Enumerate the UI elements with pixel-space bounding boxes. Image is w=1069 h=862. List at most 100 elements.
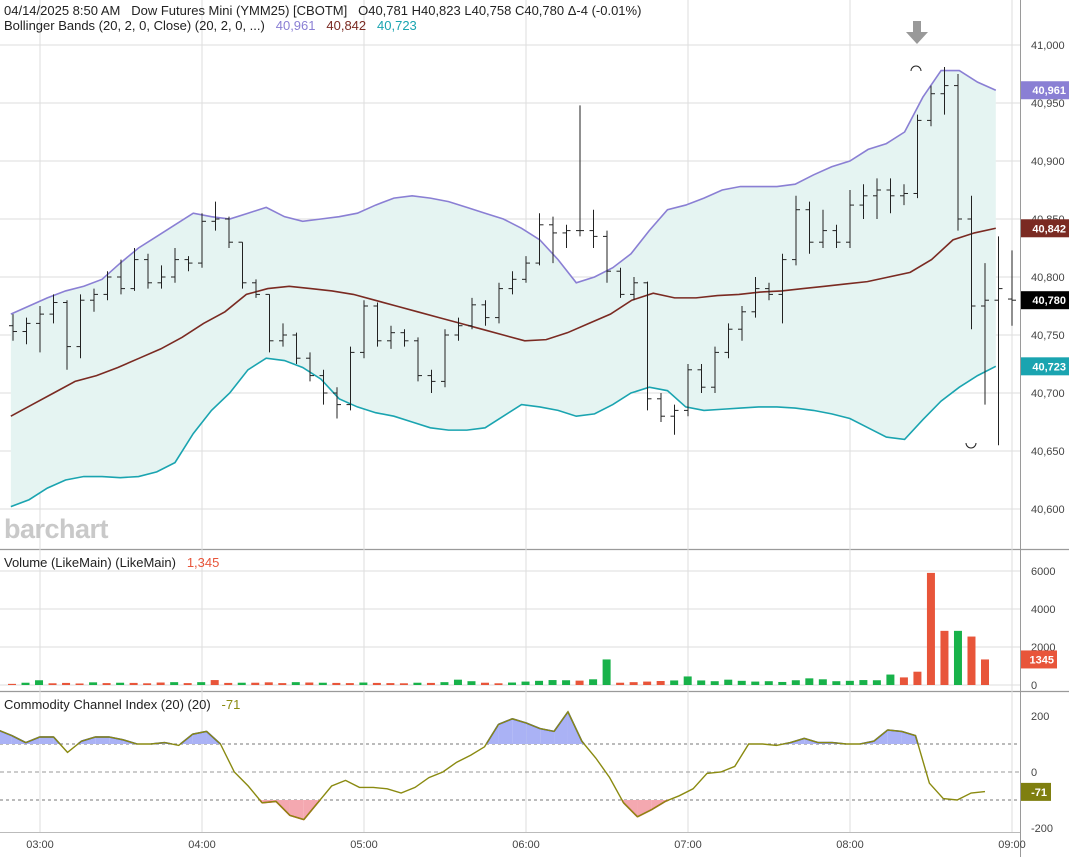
volume-bar	[616, 682, 625, 685]
ohlc-bar	[49, 294, 58, 324]
price-badge-lower-label: 40,723	[1032, 361, 1066, 373]
price-tick-label: 41,000	[1031, 40, 1065, 52]
cci-overbought-fill	[887, 730, 902, 744]
cci-overbought-fill	[554, 711, 568, 744]
volume-bar	[21, 682, 30, 685]
ohlc-bar	[144, 253, 152, 289]
volume-bar	[953, 630, 962, 685]
ohlc-bar	[306, 352, 314, 382]
cci-value: -71	[221, 697, 241, 712]
price-tick-label: 40,950	[1031, 98, 1065, 110]
cci-label[interactable]: Commodity Channel Index (20) (20)	[4, 697, 211, 712]
price-badge-upper	[1021, 81, 1069, 100]
ohlc-bar	[670, 404, 679, 435]
volume-bar	[845, 680, 854, 685]
session-low-marker	[965, 442, 977, 449]
volume-bar	[521, 681, 530, 685]
volume-label[interactable]: Volume (LikeMain) (LikeMain)	[4, 555, 176, 570]
volume-bar	[143, 683, 152, 685]
ohlc-bar	[252, 279, 260, 298]
bollinger-label[interactable]: Bollinger Bands (20, 2, 0, Close) (20, 2…	[4, 18, 265, 33]
cci-line	[0, 710, 986, 821]
ohlc-bar	[171, 248, 179, 283]
price-badge-last	[1021, 291, 1069, 310]
ohlc-bar	[211, 201, 220, 231]
ohlc-bar	[238, 241, 247, 289]
bollinger-lower-value: 40,723	[377, 18, 417, 33]
ohlc-bar	[360, 300, 368, 359]
ohlc-bar	[697, 364, 706, 393]
ohlc-bar	[225, 216, 233, 248]
ohlc-bar	[994, 236, 1003, 446]
volume-bar	[778, 681, 787, 685]
ohlc-bar	[765, 282, 773, 301]
volume-bar	[413, 682, 422, 685]
ohlc-bar	[940, 67, 949, 115]
ohlc-bar	[562, 224, 571, 248]
ohlc-bar	[441, 329, 449, 388]
x-tick-label: 07:00	[674, 839, 702, 851]
volume-bar	[575, 680, 584, 685]
volume-bar	[899, 677, 908, 685]
volume-bar	[643, 681, 652, 685]
ohlc-bar	[657, 393, 665, 422]
volume-bar	[453, 679, 462, 685]
ohlc-bar	[738, 306, 746, 341]
volume-bar	[480, 682, 489, 685]
cci-overbought-fill	[498, 718, 513, 744]
ohlc-bar	[751, 277, 760, 318]
volume-bar	[926, 572, 935, 685]
volume-bar	[48, 683, 57, 685]
price-badge-middle-label: 40,842	[1032, 223, 1066, 235]
ohlc-bar	[805, 201, 814, 254]
cci-badge	[1021, 782, 1051, 801]
volume-bar	[129, 682, 138, 685]
price-tick-label: 40,750	[1031, 330, 1065, 342]
volume-tick-label: 4000	[1031, 604, 1055, 616]
price-badge-middle	[1021, 219, 1069, 238]
volume-bar	[305, 682, 314, 685]
cci-overbought-fill	[0, 730, 12, 744]
ohlc-bar	[292, 332, 301, 364]
ohlc-bar	[495, 282, 503, 324]
volume-bar	[629, 682, 638, 685]
ohlc-bar	[981, 263, 989, 405]
ohlc-bar	[454, 317, 463, 341]
volume-bar	[832, 681, 841, 685]
bollinger-upper-line	[10, 69, 997, 315]
ohlc-bar	[103, 271, 112, 301]
down-arrow-icon[interactable]	[905, 20, 929, 46]
volume-bar	[751, 681, 760, 685]
cci-header: Commodity Channel Index (20) (20) -71	[4, 697, 240, 712]
ohlc-bar	[684, 364, 692, 417]
cci-overbought-fill	[526, 723, 541, 744]
volume-bar	[210, 680, 219, 685]
volume-badge-label: 1345	[1030, 654, 1054, 666]
header-ohlc: O40,781 H40,823 L40,758 C40,780 Δ-4 (-0.…	[358, 3, 642, 18]
ohlc-bar	[36, 306, 44, 353]
ohlc-bar	[603, 230, 611, 283]
ohlc-bar	[724, 323, 733, 359]
cci-oversold-fill	[637, 800, 652, 817]
price-badge-upper-label: 40,961	[1032, 85, 1066, 97]
volume-tick-label: 6000	[1031, 566, 1055, 578]
volume-bar	[8, 683, 16, 685]
ohlc-bar	[549, 216, 557, 264]
volume-bar	[183, 683, 192, 685]
ohlc-bar	[427, 369, 436, 393]
volume-bar	[318, 682, 327, 685]
ohlc-bar	[130, 248, 139, 291]
cci-oversold-fill	[289, 800, 304, 820]
volume-bar	[602, 659, 611, 685]
volume-bar	[737, 680, 746, 685]
ohlc-bar	[711, 346, 719, 393]
volume-bar	[872, 680, 881, 685]
volume-bar	[940, 630, 949, 685]
ohlc-bar	[643, 281, 652, 411]
volume-bar	[724, 679, 733, 685]
ohlc-bar	[873, 178, 881, 219]
volume-bar	[589, 679, 598, 685]
ohlc-bar	[90, 288, 98, 312]
ohlc-bar	[346, 346, 355, 411]
